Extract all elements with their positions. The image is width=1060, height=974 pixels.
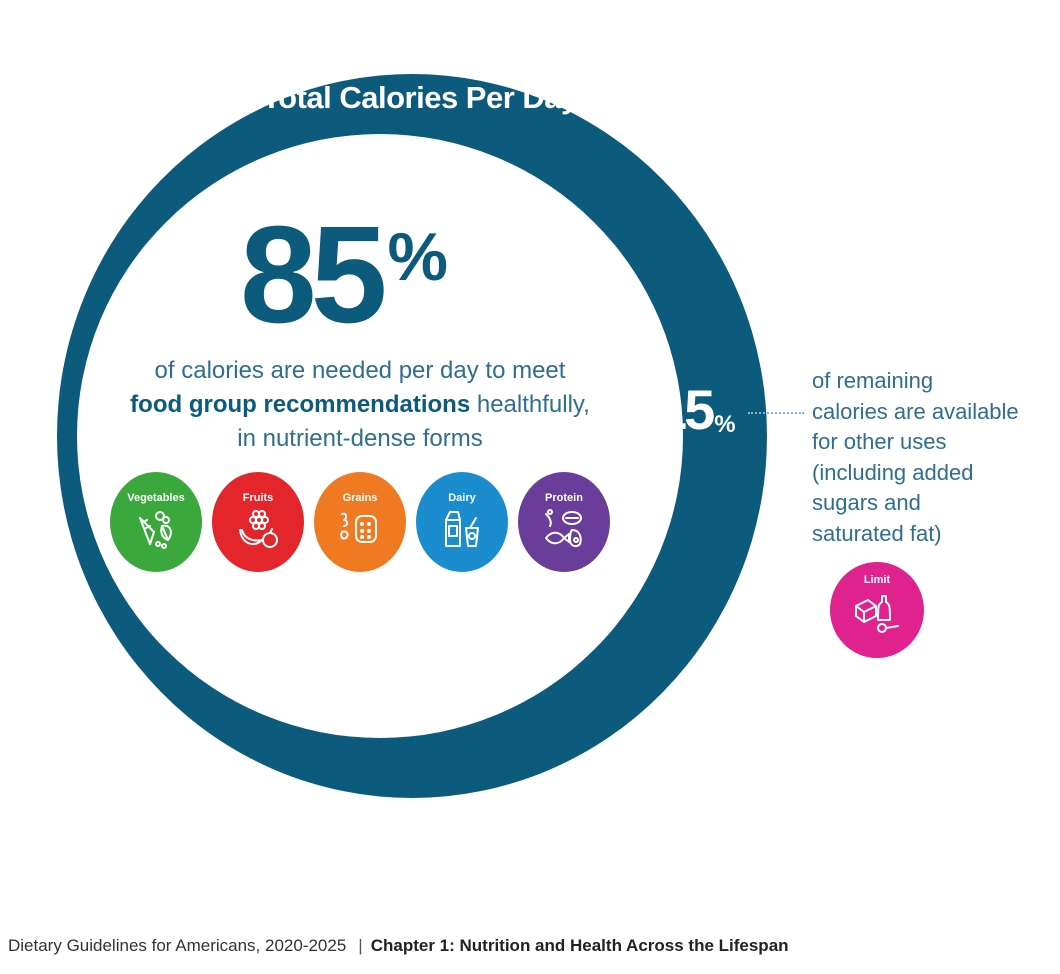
food-group-fruits: Fruits [212, 472, 304, 572]
food-group-grains: Grains [314, 472, 406, 572]
limit-icon [855, 595, 899, 633]
protein-icon [545, 509, 582, 548]
food-group-label: Fruits [242, 492, 274, 504]
main-percentage-symbol: % [387, 219, 448, 295]
fruits-icon [239, 510, 278, 548]
remaining-percentage: 15% [656, 382, 736, 439]
limit-label: Limit [863, 574, 891, 586]
remaining-description-line: for other uses [812, 429, 947, 454]
remaining-description-line: (including added [812, 459, 974, 485]
chart-title: Total Calories Per Day [262, 80, 578, 115]
limit-circle: Limit [830, 562, 924, 658]
vegetables-icon [139, 511, 172, 549]
dairy-icon [445, 511, 479, 547]
main-description-line2: food group recommendations healthfully, [110, 388, 610, 422]
food-group-label: Vegetables [127, 492, 185, 504]
footer-chapter: Chapter 1: Nutrition and Health Across t… [370, 936, 789, 955]
footer-source: Dietary Guidelines for Americans, 2020-2… [8, 936, 347, 955]
footer-separator: | [358, 936, 363, 955]
food-group-protein: Protein [518, 472, 610, 572]
food-group-dairy: Dairy [416, 472, 508, 572]
remaining-description-line: sugars and [812, 490, 921, 515]
remaining-description-line: of remaining [812, 368, 934, 393]
remaining-percentage-number: 15 [656, 378, 715, 441]
remaining-description-line: saturated fat) [812, 520, 942, 546]
leader-line [748, 412, 804, 414]
main-percentage-number: 85 [240, 198, 387, 352]
remaining-description: of remaining calories are available for … [812, 366, 1032, 549]
main-percentage: 85% [240, 206, 448, 344]
grains-icon [340, 512, 377, 543]
inner-circle [77, 134, 683, 738]
food-group-label: Dairy [448, 492, 476, 504]
remaining-description-line: calories are available [812, 398, 1019, 424]
main-description-line3: in nutrient-dense forms [237, 425, 483, 452]
main-description-after-bold: healthfully, [470, 391, 590, 418]
food-group-label: Grains [342, 492, 378, 504]
remaining-percentage-symbol: % [714, 410, 736, 438]
main-description-line1: of calories are needed per day to meet [154, 357, 566, 384]
food-group-label: Protein [545, 492, 583, 504]
food-group-vegetables: Vegetables [110, 472, 202, 572]
main-description: of calories are needed per day to meet f… [110, 354, 610, 456]
footer: Dietary Guidelines for Americans, 2020-2… [8, 936, 789, 956]
main-description-bold: food group recommendations [130, 391, 471, 418]
